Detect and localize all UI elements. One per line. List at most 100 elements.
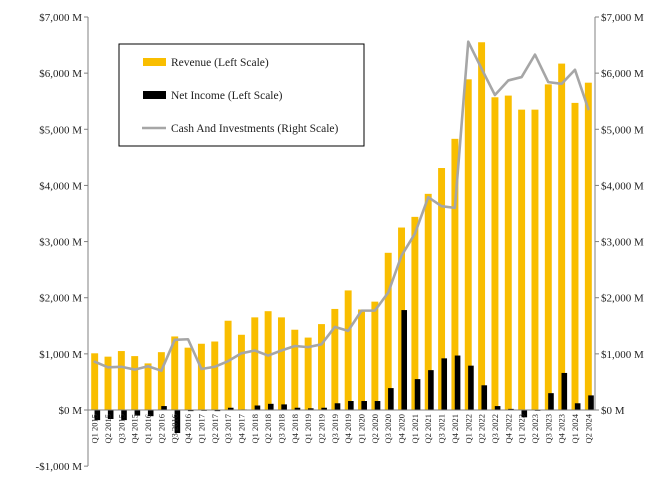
x-tick-label: Q2 2024 (583, 413, 593, 443)
net-income-bar (468, 365, 474, 410)
x-tick-label: Q4 2016 (183, 414, 193, 444)
right-tick-label: $1,000 M (601, 349, 644, 361)
right-tick-label: $7,000 M (601, 12, 644, 24)
net-income-bar (321, 407, 327, 410)
net-income-bar (308, 408, 314, 410)
x-tick-label: Q4 2022 (503, 414, 513, 444)
x-tick-label: Q3 2018 (276, 414, 286, 444)
net-income-bar (374, 401, 381, 410)
net-income-bar (267, 403, 274, 410)
x-tick-label: Q1 2016 (143, 414, 153, 444)
revenue-bar (184, 347, 192, 410)
x-tick-label: Q2 2018 (263, 414, 273, 444)
revenue-bar (264, 311, 272, 410)
net-income-bar (561, 372, 568, 410)
revenue-bar (304, 337, 312, 410)
right-tick-label: $0 M (601, 405, 625, 417)
net-income-bar (94, 410, 101, 421)
net-income-bar (348, 401, 354, 410)
revenue-bar (197, 343, 205, 410)
right-tick-label: $5,000 M (601, 124, 644, 136)
x-tick-label: Q3 2016 (170, 414, 180, 444)
revenue-bar (117, 351, 125, 410)
x-tick-label: Q1 2017 (196, 414, 206, 444)
x-tick-label: Q2 2019 (316, 414, 326, 444)
x-tick-label: Q1 2021 (410, 414, 420, 444)
net-income-bar (428, 370, 434, 410)
net-income-bar (227, 407, 234, 410)
net-income-bar (401, 310, 408, 410)
x-tick-label: Q3 2022 (490, 414, 500, 444)
x-tick-label: Q2 2023 (530, 414, 540, 444)
revenue-bar (104, 356, 112, 410)
revenue-bar (211, 341, 219, 410)
x-tick-label: Q1 2023 (517, 414, 527, 444)
revenue-bar (491, 97, 499, 410)
right-axis: $0 M $1,000 M $2,000 M $3,000 M $4,000 M $5,0… (594, 12, 644, 417)
left-tick-label: $3,000 M (39, 237, 82, 249)
net-income-bar (174, 410, 181, 434)
revenue-bar (451, 138, 459, 410)
revenue-bar (411, 216, 419, 410)
x-tick-label: Q1 2020 (357, 414, 367, 444)
x-tick-label: Q2 2017 (210, 414, 220, 444)
net_income-legend-label: Net Income (Left Scale) (171, 90, 283, 102)
net-income-bar (588, 395, 594, 410)
x-tick-label: Q4 2018 (290, 414, 300, 444)
x-tick-label: Q3 2015 (116, 414, 126, 444)
right-tick-label: $3,000 M (601, 237, 644, 249)
x-tick-label: Q2 2021 (423, 414, 433, 444)
net-income-bar (187, 410, 194, 412)
x-tick-label: Q4 2021 (450, 414, 460, 444)
revenue-bar (584, 82, 592, 410)
net-income-bar (361, 401, 367, 410)
revenue-legend-label: Revenue (Left Scale) (171, 57, 269, 69)
cash-series (93, 40, 590, 373)
net-income-bar (548, 393, 554, 410)
revenue-bar (504, 95, 512, 410)
x-tick-label: Q4 2020 (397, 414, 407, 444)
revenue-series (91, 42, 592, 411)
x-tick-label: Q3 2017 (223, 414, 233, 444)
revenue-bar (424, 193, 432, 410)
revenue-bar (571, 102, 579, 411)
left-axis: -$1,000 M $0 M $1,000 M $2,000 M $3,000 M $4,… (36, 12, 89, 473)
net-income-bar (107, 410, 114, 419)
x-tick-label: Q3 2019 (330, 414, 340, 444)
revenue-bar (224, 320, 232, 410)
x-tick-label: Q3 2021 (437, 414, 447, 444)
revenue-bar (344, 290, 352, 410)
net_income-swatch (143, 91, 166, 99)
net-income-bar (574, 403, 581, 410)
revenue-bar (358, 309, 365, 410)
revenue-bar (438, 168, 446, 410)
revenue-swatch (143, 58, 166, 66)
x-tick-label: Q2 2016 (156, 414, 166, 444)
net-income-bar (214, 410, 221, 412)
net-income-bar (508, 408, 514, 410)
net-income-bar (147, 410, 154, 417)
revenue-bar (91, 353, 99, 410)
revenue-bar (331, 308, 339, 410)
left-tick-label: -$1,000 M (36, 461, 83, 473)
cash-legend-label: Cash And Investments (Right Scale) (171, 123, 339, 135)
revenue-bar (371, 301, 379, 410)
revenue-bar (318, 324, 325, 410)
x-tick-label: Q4 2017 (236, 414, 246, 444)
net-income-bar (494, 406, 501, 410)
left-tick-label: $1,000 M (39, 349, 82, 361)
cash-line (93, 40, 590, 373)
revenue-bar (171, 336, 179, 410)
net-income-bar (121, 410, 127, 421)
x-axis: Q1 2015 Q2 2015 Q3 2015 Q4 2015 Q1 2016 Q2 20… (90, 413, 594, 443)
revenue-bar (144, 363, 152, 410)
x-tick-label: Q1 2024 (570, 413, 580, 443)
net-income-bar (481, 385, 488, 410)
left-tick-label: $0 M (58, 405, 82, 417)
revenue-bar (157, 352, 165, 410)
net-income-bar (294, 407, 301, 410)
net-income-bar (441, 358, 448, 410)
right-tick-label: $6,000 M (601, 68, 644, 80)
x-tick-label: Q1 2018 (250, 414, 260, 444)
